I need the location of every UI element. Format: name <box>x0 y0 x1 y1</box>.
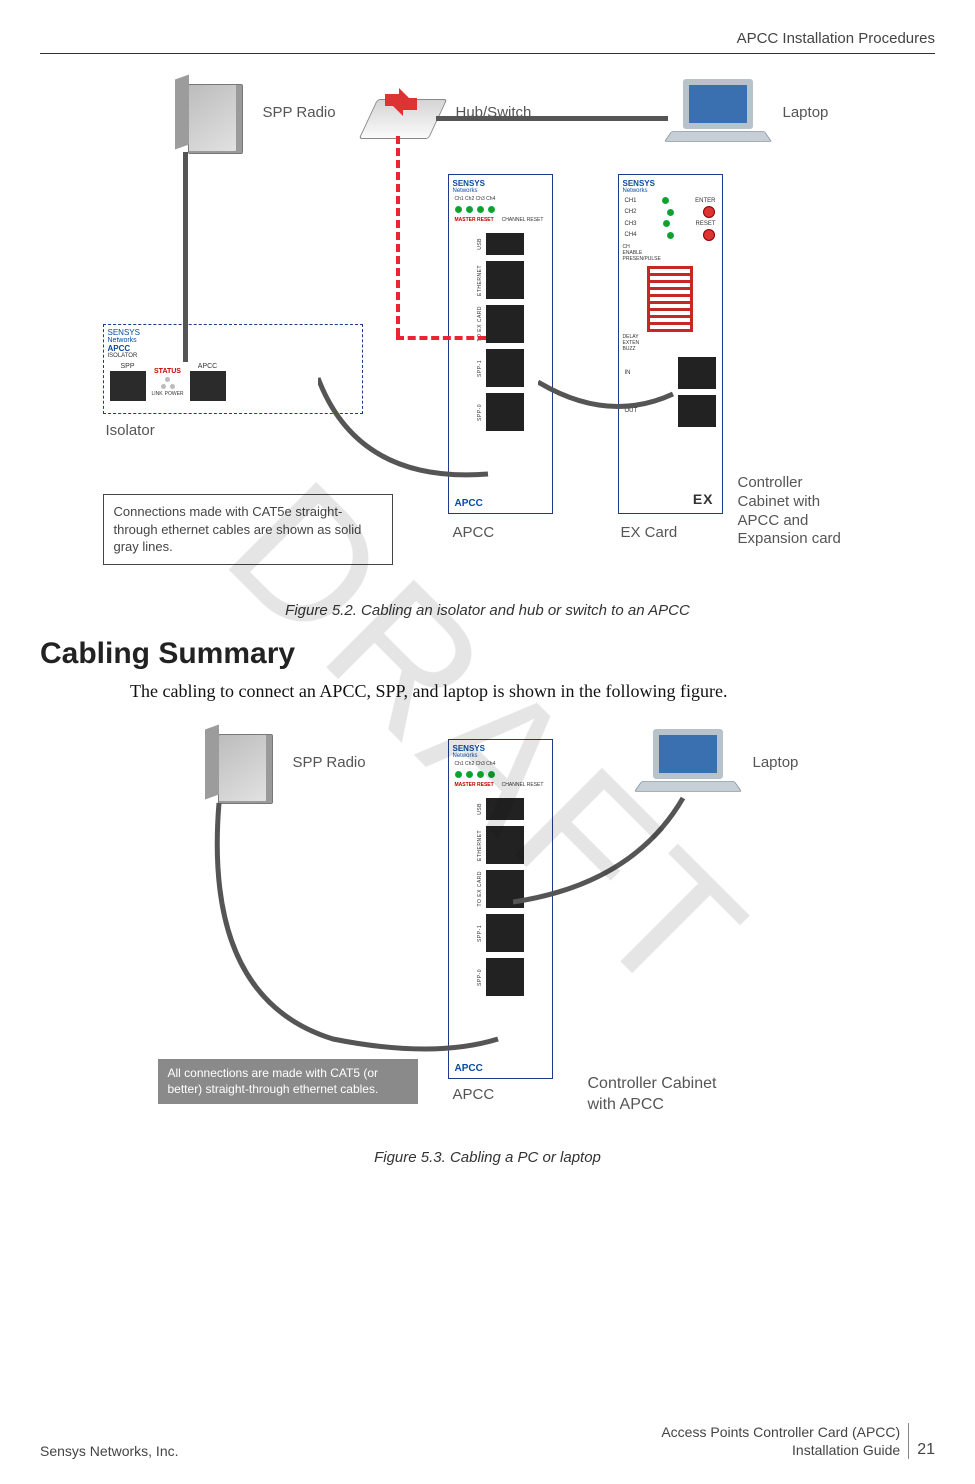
hub-arrows-icon <box>381 82 421 122</box>
ex-ch1: CH1 <box>625 198 637 204</box>
ex-dip-switch <box>647 266 693 332</box>
cable-hub-down <box>396 136 400 336</box>
isolator-brand: SENSYS <box>104 325 362 337</box>
laptop-label: Laptop <box>783 104 829 121</box>
running-header: APCC Installation Procedures <box>40 30 935 54</box>
isolator-port-apcc-label: APCC <box>198 363 217 370</box>
cable-hub-right <box>396 336 486 340</box>
ex-enter: ENTER <box>695 198 715 204</box>
figure-5-2-caption: Figure 5.2. Cabling an isolator and hub … <box>40 602 935 619</box>
ex-brand: SENSYS <box>619 175 722 188</box>
laptop-icon-2 <box>638 729 738 804</box>
isolator-port-spp <box>110 371 146 401</box>
spp-radio-label-2: SPP Radio <box>293 754 366 771</box>
isolator-model: APCC <box>104 344 362 353</box>
figure-5-2: SPP Radio Hub/Switch Laptop SENSYS Netwo… <box>40 74 935 619</box>
apcc-brand: SENSYS <box>449 175 552 188</box>
apcc2-brand-sub: Networks <box>449 753 552 761</box>
isolator-port-spp-label: SPP <box>120 363 134 370</box>
isolator-brand-sub: Networks <box>104 337 362 344</box>
ex-ch4: CH4 <box>625 232 637 238</box>
apcc-port-eth: ETHERNET <box>477 265 483 296</box>
laptop-label-2: Laptop <box>753 754 799 771</box>
ex-card-label: EX Card <box>621 524 678 541</box>
figure-5-3: SPP Radio Laptop SENSYS Networks Ch1 Ch2… <box>40 724 935 1166</box>
ex-card: SENSYS Networks CH1 ENTER CH2 CH3 RESET CH… <box>618 174 723 514</box>
ex-foot: EX <box>693 491 714 507</box>
controller-label: Controller Cabinet with APCC and Expansi… <box>738 474 841 549</box>
apcc-card-label-2: APCC <box>453 1086 495 1103</box>
ex-ch3: CH3 <box>625 221 637 227</box>
apcc-card-label: APCC <box>453 524 495 541</box>
ex-lbl-presen: PRESEN/PULSE <box>623 256 718 262</box>
isolator-label: Isolator <box>106 422 155 439</box>
apcc2-brand: SENSYS <box>449 740 552 753</box>
ex-lbl-buzz: BUZZ <box>623 346 718 352</box>
footer-company: Sensys Networks, Inc. <box>40 1443 179 1459</box>
footer-page-number: 21 <box>909 1441 935 1459</box>
footer-doc-title: Access Points Controller Card (APCC) <box>661 1423 900 1441</box>
laptop-icon <box>668 79 768 154</box>
cabling-summary-body: The cabling to connect an APCC, SPP, and… <box>130 679 935 704</box>
ex-ch2: CH2 <box>625 209 637 215</box>
ex-brand-sub: Networks <box>619 188 722 196</box>
isolator-status: STATUS <box>154 368 181 375</box>
note-cat5e: Connections made with CAT5e straight-thr… <box>103 494 393 565</box>
apcc-port-usb: USB <box>477 238 483 250</box>
isolator-sublabel: ISOLATOR <box>104 353 362 361</box>
note-cat5: All connections are made with CAT5 (or b… <box>158 1059 418 1103</box>
page-footer: Sensys Networks, Inc. Access Points Cont… <box>0 1423 975 1459</box>
cable-spp-down <box>183 152 188 362</box>
ex-reset: RESET <box>695 221 715 227</box>
apcc2-foot: APCC <box>455 1063 483 1074</box>
apcc-brand-sub: Networks <box>449 188 552 196</box>
spp-radio-label: SPP Radio <box>263 104 336 121</box>
controller-label-2: Controller Cabinet with APCC <box>588 1074 717 1116</box>
cable-spp-apcc <box>213 799 503 1059</box>
cable-isolator-apcc <box>318 374 493 494</box>
figure-5-3-caption: Figure 5.3. Cabling a PC or laptop <box>40 1149 935 1166</box>
cabling-summary-heading: Cabling Summary <box>40 637 935 671</box>
spp-radio-icon-2 <box>218 734 273 804</box>
apcc-foot: APCC <box>455 498 483 509</box>
cable-laptop-hub <box>436 116 668 121</box>
apcc-channel-reset: CHANNEL RESET <box>502 217 544 223</box>
cable-laptop-apcc <box>513 794 688 914</box>
footer-doc-subtitle: Installation Guide <box>661 1441 900 1459</box>
cable-apcc-ex <box>538 374 678 424</box>
apcc2-channel-reset: CHANNEL RESET <box>502 782 544 788</box>
isolator-port-apcc <box>190 371 226 401</box>
apcc-leds <box>449 202 552 217</box>
apcc-master-reset: MASTER RESET <box>455 217 494 223</box>
ex-reset-btn <box>703 229 715 241</box>
spp-radio-icon <box>188 84 243 154</box>
apcc2-master-reset: MASTER RESET <box>455 782 494 788</box>
ex-enter-btn <box>703 206 715 218</box>
